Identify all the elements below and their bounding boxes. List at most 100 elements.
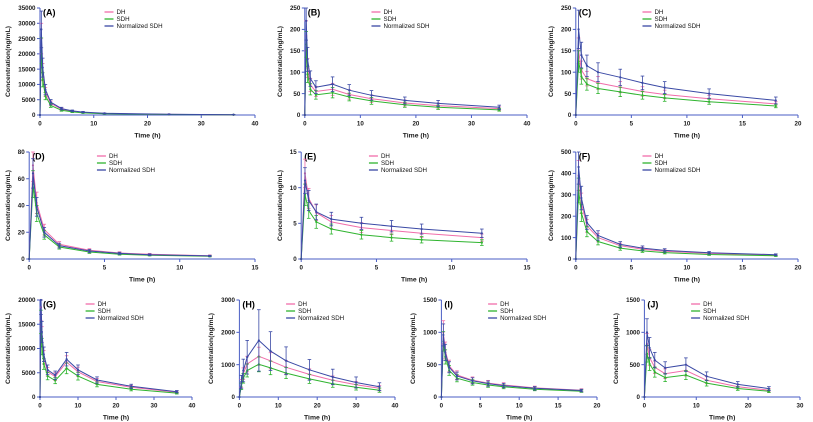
row-2: 0 5 10 15 0 20 40 60 80 Time (h) Concentration(ng/… bbox=[0, 140, 813, 284]
x-tick-label: 0 bbox=[643, 403, 647, 410]
x-tick-label: 20 bbox=[144, 121, 151, 128]
data-point bbox=[330, 91, 334, 94]
y-tick-label: 5000 bbox=[22, 97, 36, 104]
y-tick-label: 250 bbox=[289, 5, 300, 12]
data-point bbox=[663, 86, 666, 89]
axes: 0 5 10 15 0 20 40 60 80 bbox=[18, 149, 259, 271]
panel-C: 0 5 10 15 20 0 50 100 150 200 250 Time (h) Concentra… bbox=[545, 2, 807, 140]
series-normalized-sdh bbox=[440, 323, 584, 399]
data-point bbox=[237, 395, 241, 399]
data-point bbox=[663, 96, 666, 99]
x-tick-label: 20 bbox=[795, 121, 802, 128]
y-tick-label: 150 bbox=[561, 48, 572, 55]
data-point bbox=[596, 71, 600, 74]
data-point bbox=[663, 249, 666, 252]
data-point bbox=[648, 346, 651, 349]
y-axis-label: Concentration(ng/mL) bbox=[5, 26, 12, 97]
x-tick-label: 10 bbox=[176, 265, 183, 272]
data-point bbox=[71, 109, 74, 112]
data-point bbox=[619, 76, 622, 79]
y-tick-label: 15 bbox=[289, 149, 296, 156]
x-tick-label: 0 bbox=[303, 121, 307, 128]
y-tick-label: 1500 bbox=[423, 297, 437, 304]
data-point bbox=[480, 241, 483, 244]
x-tick-label: 20 bbox=[412, 121, 419, 128]
data-point bbox=[39, 298, 43, 302]
chart-G: 0 10 20 30 40 0 5000 10000 15000 20000 Time (h) Con… bbox=[5, 297, 196, 421]
y-axis-label: Concentration(ng/mL) bbox=[613, 313, 620, 384]
x-tick-label: 10 bbox=[683, 265, 690, 272]
data-point bbox=[245, 356, 248, 359]
data-point bbox=[420, 238, 423, 241]
chart-E: 0 5 10 15 0 5 10 15 Time (h) Concentration(ng/mL)… bbox=[277, 149, 531, 283]
data-point bbox=[58, 244, 61, 247]
x-axis-label: Time (h) bbox=[674, 133, 700, 140]
data-point bbox=[684, 373, 687, 377]
data-point bbox=[641, 81, 644, 84]
axes: 0 5 10 15 0 5 10 15 bbox=[289, 149, 530, 271]
y-tick-label: 10000 bbox=[18, 82, 36, 89]
y-tick-label: 0 bbox=[296, 112, 300, 119]
data-point bbox=[307, 199, 310, 202]
x-tick-label: 0 bbox=[27, 265, 31, 272]
data-point bbox=[619, 90, 622, 93]
data-point bbox=[76, 375, 80, 378]
legend-label: Normalized SDH bbox=[98, 315, 144, 322]
y-tick-label: 15000 bbox=[18, 66, 36, 73]
y-axis-label: Concentration(ng/mL) bbox=[277, 170, 284, 241]
x-tick-label: 0 bbox=[440, 403, 444, 410]
data-point bbox=[664, 376, 667, 379]
legend-label: SDH bbox=[380, 160, 393, 167]
row-1: 0 10 20 30 40 0 5000 10000 15000 20000 25000 30000 3… bbox=[0, 0, 813, 140]
data-point bbox=[442, 333, 445, 337]
x-tick-label: 0 bbox=[574, 265, 578, 272]
data-point bbox=[641, 246, 644, 250]
y-tick-label: 100 bbox=[561, 69, 572, 76]
y-tick-label: 50 bbox=[293, 91, 300, 98]
y-tick-label: 3000 bbox=[221, 297, 235, 304]
y-axis-label: Concentration(ng/mL) bbox=[410, 313, 417, 384]
data-point bbox=[420, 227, 423, 231]
series-line bbox=[303, 44, 499, 116]
data-point bbox=[148, 253, 151, 256]
panel-A: 0 10 20 30 40 0 5000 10000 15000 20000 25000 30000 3… bbox=[2, 2, 264, 140]
data-point bbox=[736, 387, 739, 390]
y-tick-label: 10 bbox=[289, 185, 296, 192]
legend-label: DH bbox=[98, 301, 107, 308]
legend-label: SDH bbox=[117, 16, 130, 23]
data-point bbox=[596, 87, 600, 90]
legend-label: SDH bbox=[109, 160, 122, 167]
data-point bbox=[54, 379, 57, 382]
x-tick-label: 0 bbox=[38, 121, 42, 128]
data-point bbox=[354, 381, 357, 384]
chart-J: 0 10 20 30 0 500 1000 1500 Time (h) Concentration… bbox=[613, 297, 804, 422]
data-point bbox=[369, 94, 373, 97]
data-point bbox=[31, 172, 35, 175]
data-point bbox=[305, 58, 309, 61]
x-axis-label: Time (h) bbox=[709, 415, 735, 422]
data-point bbox=[389, 225, 393, 228]
legend-label: Normalized SDH bbox=[500, 315, 546, 322]
data-point bbox=[42, 353, 45, 356]
x-tick-label: 10 bbox=[75, 403, 82, 410]
data-point bbox=[580, 389, 583, 392]
y-tick-label: 0 bbox=[568, 256, 572, 263]
series-sdh bbox=[38, 309, 179, 399]
y-tick-label: 200 bbox=[289, 27, 300, 34]
data-point bbox=[95, 378, 99, 382]
data-point bbox=[585, 221, 589, 224]
y-tick-label: 2000 bbox=[221, 330, 235, 337]
data-point bbox=[65, 367, 68, 370]
data-point bbox=[359, 222, 363, 225]
y-axis-label: Concentration(ng/mL) bbox=[548, 26, 555, 97]
legend-label: Normalized SDH bbox=[109, 167, 155, 174]
data-point bbox=[314, 210, 317, 214]
data-point bbox=[95, 383, 99, 386]
data-point bbox=[436, 102, 439, 105]
y-tick-label: 35000 bbox=[18, 5, 36, 12]
data-point bbox=[596, 240, 600, 243]
